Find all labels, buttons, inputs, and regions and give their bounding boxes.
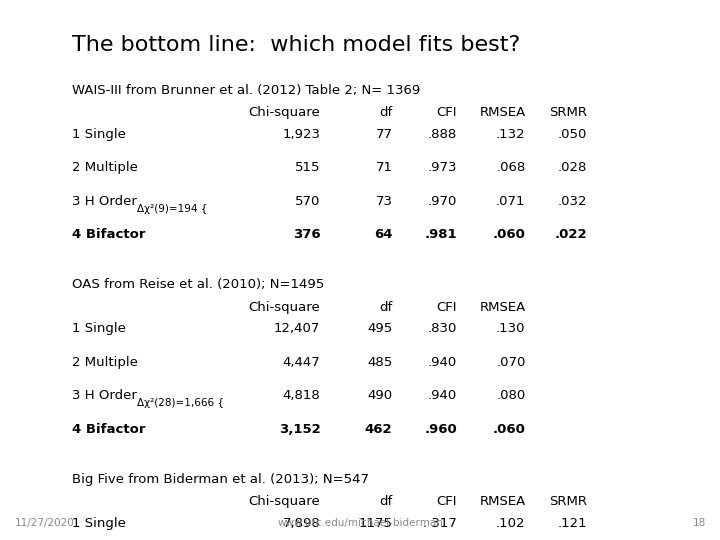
Text: .973: .973: [428, 161, 457, 174]
Text: 485: 485: [367, 356, 392, 369]
Text: SRMR: SRMR: [549, 106, 587, 119]
Text: 2 Multiple: 2 Multiple: [72, 356, 138, 369]
Text: .940: .940: [428, 356, 457, 369]
Text: 12,407: 12,407: [274, 322, 320, 335]
Text: 73: 73: [375, 195, 392, 208]
Text: 2 Multiple: 2 Multiple: [72, 161, 138, 174]
Text: .102: .102: [496, 517, 526, 530]
Text: 18: 18: [693, 518, 706, 528]
Text: 3 H Order: 3 H Order: [72, 195, 137, 208]
Text: 1 Single: 1 Single: [72, 322, 126, 335]
Text: 462: 462: [365, 423, 392, 436]
Text: RMSEA: RMSEA: [480, 106, 526, 119]
Text: .981: .981: [425, 228, 457, 241]
Text: 4 Bifactor: 4 Bifactor: [72, 228, 145, 241]
Text: .050: .050: [557, 128, 587, 141]
Text: .060: .060: [492, 228, 526, 241]
Text: .068: .068: [496, 161, 526, 174]
Text: Chi-square: Chi-square: [248, 106, 320, 119]
Text: 376: 376: [293, 228, 320, 241]
Text: .060: .060: [492, 423, 526, 436]
Text: 64: 64: [374, 228, 392, 241]
Text: .070: .070: [496, 356, 526, 369]
Text: OAS from Reise et al. (2010); N=1495: OAS from Reise et al. (2010); N=1495: [72, 278, 324, 291]
Text: .940: .940: [428, 389, 457, 402]
Text: 71: 71: [375, 161, 392, 174]
Text: Chi-square: Chi-square: [248, 495, 320, 508]
Text: df: df: [379, 301, 392, 314]
Text: 1 Single: 1 Single: [72, 517, 126, 530]
Text: .130: .130: [496, 322, 526, 335]
Text: .960: .960: [425, 423, 457, 436]
Text: .888: .888: [428, 128, 457, 141]
Text: .071: .071: [496, 195, 526, 208]
Text: WAIS-III from Brunner et al. (2012) Table 2; N= 1369: WAIS-III from Brunner et al. (2012) Tabl…: [72, 84, 420, 97]
Text: .028: .028: [557, 161, 587, 174]
Text: 4,818: 4,818: [283, 389, 320, 402]
Text: .080: .080: [496, 389, 526, 402]
Text: .022: .022: [554, 228, 587, 241]
Text: . 317: . 317: [423, 517, 457, 530]
Text: df: df: [379, 495, 392, 508]
Text: .121: .121: [557, 517, 587, 530]
Text: 3,152: 3,152: [279, 423, 320, 436]
Text: Chi-square: Chi-square: [248, 301, 320, 314]
Text: 77: 77: [375, 128, 392, 141]
Text: .132: .132: [496, 128, 526, 141]
Text: df: df: [379, 106, 392, 119]
Text: 4 Bifactor: 4 Bifactor: [72, 423, 145, 436]
Text: CFI: CFI: [437, 106, 457, 119]
Text: The bottom line:  which model fits best?: The bottom line: which model fits best?: [72, 35, 521, 55]
Text: Big Five from Biderman et al. (2013); N=547: Big Five from Biderman et al. (2013); N=…: [72, 472, 369, 485]
Text: www.utc.edu/michael-biderman: www.utc.edu/michael-biderman: [277, 518, 443, 528]
Text: 11/27/2020: 11/27/2020: [14, 518, 74, 528]
Text: CFI: CFI: [437, 495, 457, 508]
Text: Δχ²(9)=194 {: Δχ²(9)=194 {: [137, 204, 207, 214]
Text: 3 H Order: 3 H Order: [72, 389, 137, 402]
Text: 1 Single: 1 Single: [72, 128, 126, 141]
Text: RMSEA: RMSEA: [480, 495, 526, 508]
Text: 1,923: 1,923: [282, 128, 320, 141]
Text: .032: .032: [557, 195, 587, 208]
Text: 490: 490: [367, 389, 392, 402]
Text: 495: 495: [367, 322, 392, 335]
Text: CFI: CFI: [437, 301, 457, 314]
Text: 515: 515: [295, 161, 320, 174]
Text: RMSEA: RMSEA: [480, 301, 526, 314]
Text: 1175: 1175: [359, 517, 392, 530]
Text: .830: .830: [428, 322, 457, 335]
Text: SRMR: SRMR: [549, 495, 587, 508]
Text: 570: 570: [295, 195, 320, 208]
Text: 7,898: 7,898: [283, 517, 320, 530]
Text: Δχ²(28)=1,666 {: Δχ²(28)=1,666 {: [137, 399, 224, 408]
Text: 4,447: 4,447: [283, 356, 320, 369]
Text: .970: .970: [428, 195, 457, 208]
